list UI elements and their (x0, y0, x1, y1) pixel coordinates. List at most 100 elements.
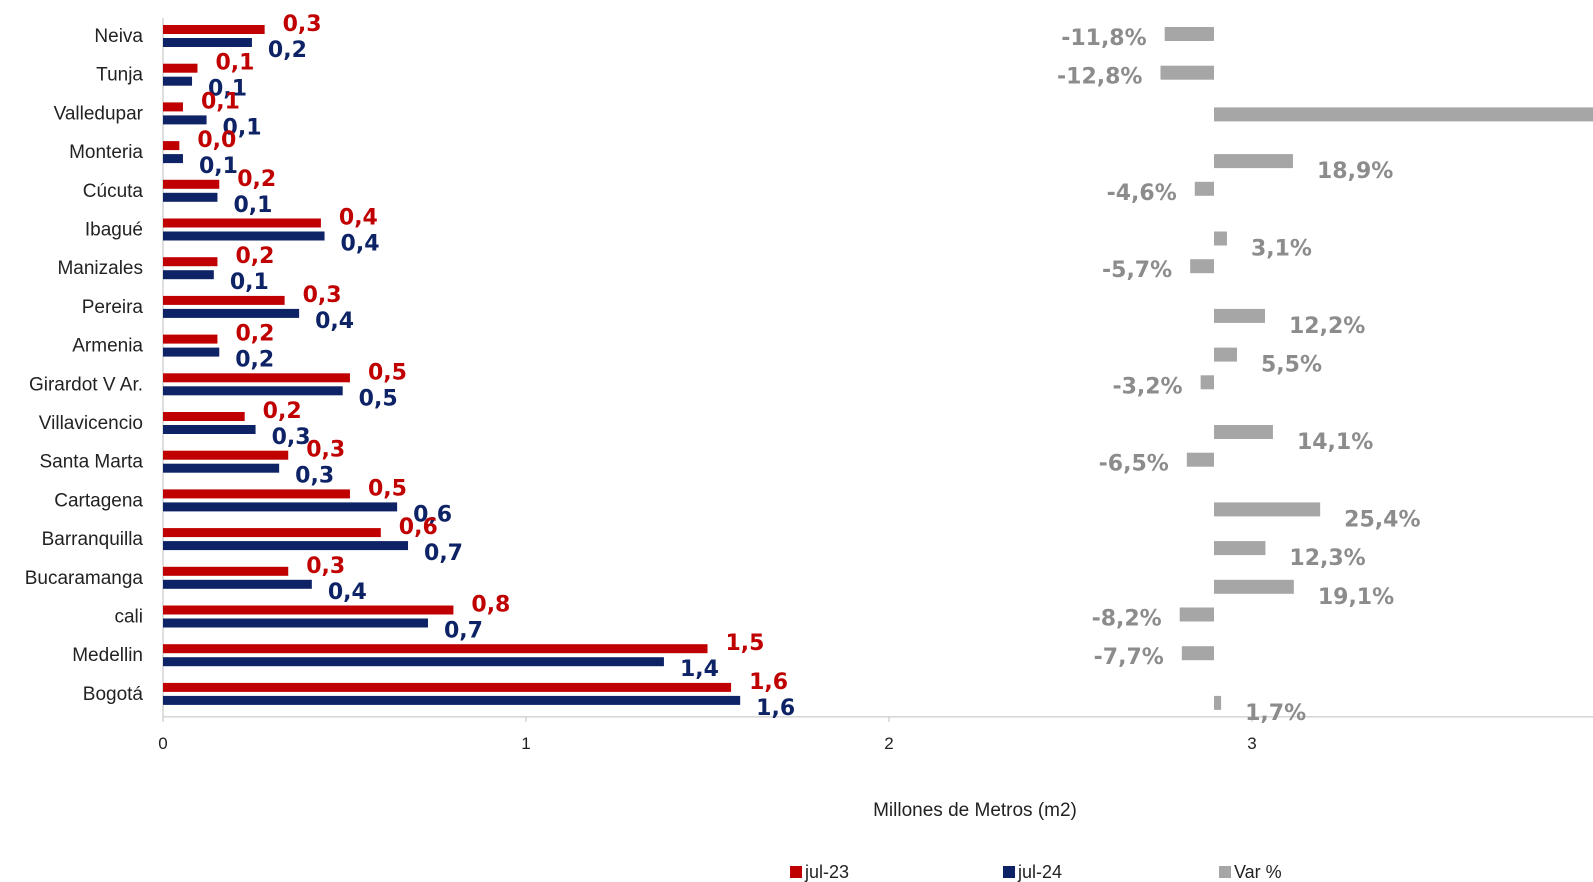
data-label-var: 5,5% (1261, 353, 1322, 378)
data-label-jul-23: 0,1 (215, 51, 254, 76)
data-label-var: 12,2% (1289, 314, 1365, 339)
legend-swatch (1003, 866, 1015, 878)
data-label-jul-24: 0,3 (272, 425, 311, 450)
category-label: Tunja (96, 65, 143, 86)
data-label-jul-23: 0,6 (399, 515, 438, 540)
category-label: Manizales (57, 258, 143, 279)
data-label-jul-23: 0,8 (471, 593, 510, 618)
bar-var (1214, 347, 1237, 362)
bar-var (1214, 541, 1266, 556)
data-label-jul-23: 1,5 (726, 631, 765, 656)
data-label-jul-23: 0,5 (368, 476, 407, 501)
data-label-jul-24: 0,2 (235, 348, 274, 373)
bar-jul-23 (163, 141, 180, 151)
data-label-jul-24: 0,1 (208, 77, 247, 102)
bar-jul-23 (163, 566, 289, 576)
bar-jul-23 (163, 63, 198, 73)
bar-jul-24 (163, 192, 218, 202)
category-label: Santa Marta (40, 452, 144, 473)
bars (163, 25, 1593, 710)
bar-jul-23 (163, 373, 350, 383)
bar-jul-24 (163, 695, 741, 705)
bar-jul-24 (163, 386, 343, 396)
data-labels: 0,30,2 -11,8%0,10,1 -12,8%0,10,10,00,1 18,9… (197, 12, 1420, 726)
data-label-jul-24: 0,1 (199, 154, 238, 179)
legend-label: jul-23 (804, 862, 849, 882)
category-label: Monteria (69, 142, 143, 163)
bar-jul-24 (163, 579, 312, 589)
x-tick-label: 1 (521, 734, 530, 753)
bar-jul-23 (163, 295, 285, 305)
category-label: Valledupar (54, 103, 144, 124)
data-label-var: -7,7% (1094, 645, 1164, 670)
x-tick-label: 0 (158, 734, 167, 753)
category-label: cali (114, 607, 143, 628)
bar-jul-24 (163, 541, 409, 551)
data-label-jul-23: 0,0 (197, 128, 236, 153)
data-label-jul-24: 0,4 (315, 309, 354, 334)
bar-var (1214, 502, 1321, 517)
category-label: Bogotá (83, 684, 144, 705)
data-label-jul-24: 0,3 (295, 464, 334, 489)
data-label-jul-23: 1,6 (749, 670, 788, 695)
bar-jul-23 (163, 412, 245, 421)
data-label-jul-24: 0,4 (328, 580, 367, 605)
category-label: Armenia (72, 336, 143, 357)
legend-item: jul-23 (790, 862, 849, 882)
bar-var (1186, 452, 1214, 467)
data-label-var: -6,5% (1099, 452, 1169, 477)
bar-jul-23 (163, 102, 183, 112)
data-label-var: 3,1% (1251, 237, 1312, 262)
category-label: Villavicencio (39, 413, 143, 434)
data-label-jul-23: 0,3 (306, 554, 345, 579)
bar-jul-23 (163, 528, 381, 538)
bar-jul-23 (163, 489, 350, 499)
legend-label: jul-24 (1017, 862, 1062, 882)
bar-jul-23 (163, 450, 289, 460)
legend-swatch (1219, 866, 1231, 878)
bar-jul-24 (163, 463, 280, 473)
category-label: Bucaramanga (25, 568, 144, 589)
data-label-var: 14,1% (1297, 430, 1373, 455)
bar-var (1181, 646, 1214, 661)
bar-jul-23 (163, 257, 218, 267)
x-tick-label: 3 (1247, 734, 1256, 753)
category-label: Girardot V Ar. (29, 374, 143, 395)
bar-jul-23 (163, 179, 220, 189)
data-label-jul-24: 1,6 (756, 696, 795, 721)
data-label-jul-24: 0,5 (359, 386, 398, 411)
category-label: Medellin (72, 645, 143, 666)
bar-var (1214, 579, 1294, 594)
data-label-var: 25,4% (1344, 507, 1420, 532)
data-label-jul-23: 0,2 (263, 399, 302, 424)
bar-var (1214, 231, 1227, 246)
data-label-var: -4,6% (1107, 181, 1177, 206)
data-label-jul-24: 0,6 (413, 502, 452, 527)
data-label-var: 18,9% (1317, 159, 1393, 184)
x-tick-label: 2 (884, 734, 893, 753)
data-label-jul-24: 0,1 (233, 193, 272, 218)
data-label-var: 12,3% (1289, 546, 1365, 571)
bar-jul-24 (163, 231, 325, 241)
legend-item: Var % (1219, 862, 1282, 882)
bar-jul-23 (163, 605, 454, 615)
bar-var (1160, 65, 1214, 80)
data-label-var: -8,2% (1092, 607, 1162, 632)
legend-item: jul-24 (1003, 862, 1062, 882)
bar-jul-23 (163, 334, 218, 344)
data-label-var: -11,8% (1061, 26, 1146, 51)
data-label-jul-24: 1,4 (680, 657, 719, 682)
category-label: Cartagena (54, 490, 143, 511)
data-label-jul-24: 0,1 (230, 270, 269, 295)
data-label-jul-23: 0,5 (368, 360, 407, 385)
data-label-jul-24: 0,4 (341, 232, 380, 257)
data-label-jul-23: 0,3 (283, 12, 322, 37)
bar-var (1214, 425, 1273, 439)
data-label-jul-24: 0,7 (424, 541, 463, 566)
bar-jul-24 (163, 270, 214, 280)
data-label-jul-23: 0,2 (235, 322, 274, 347)
category-label: Barranquilla (42, 529, 144, 550)
bar-var (1214, 308, 1265, 323)
bar-var (1190, 259, 1214, 274)
